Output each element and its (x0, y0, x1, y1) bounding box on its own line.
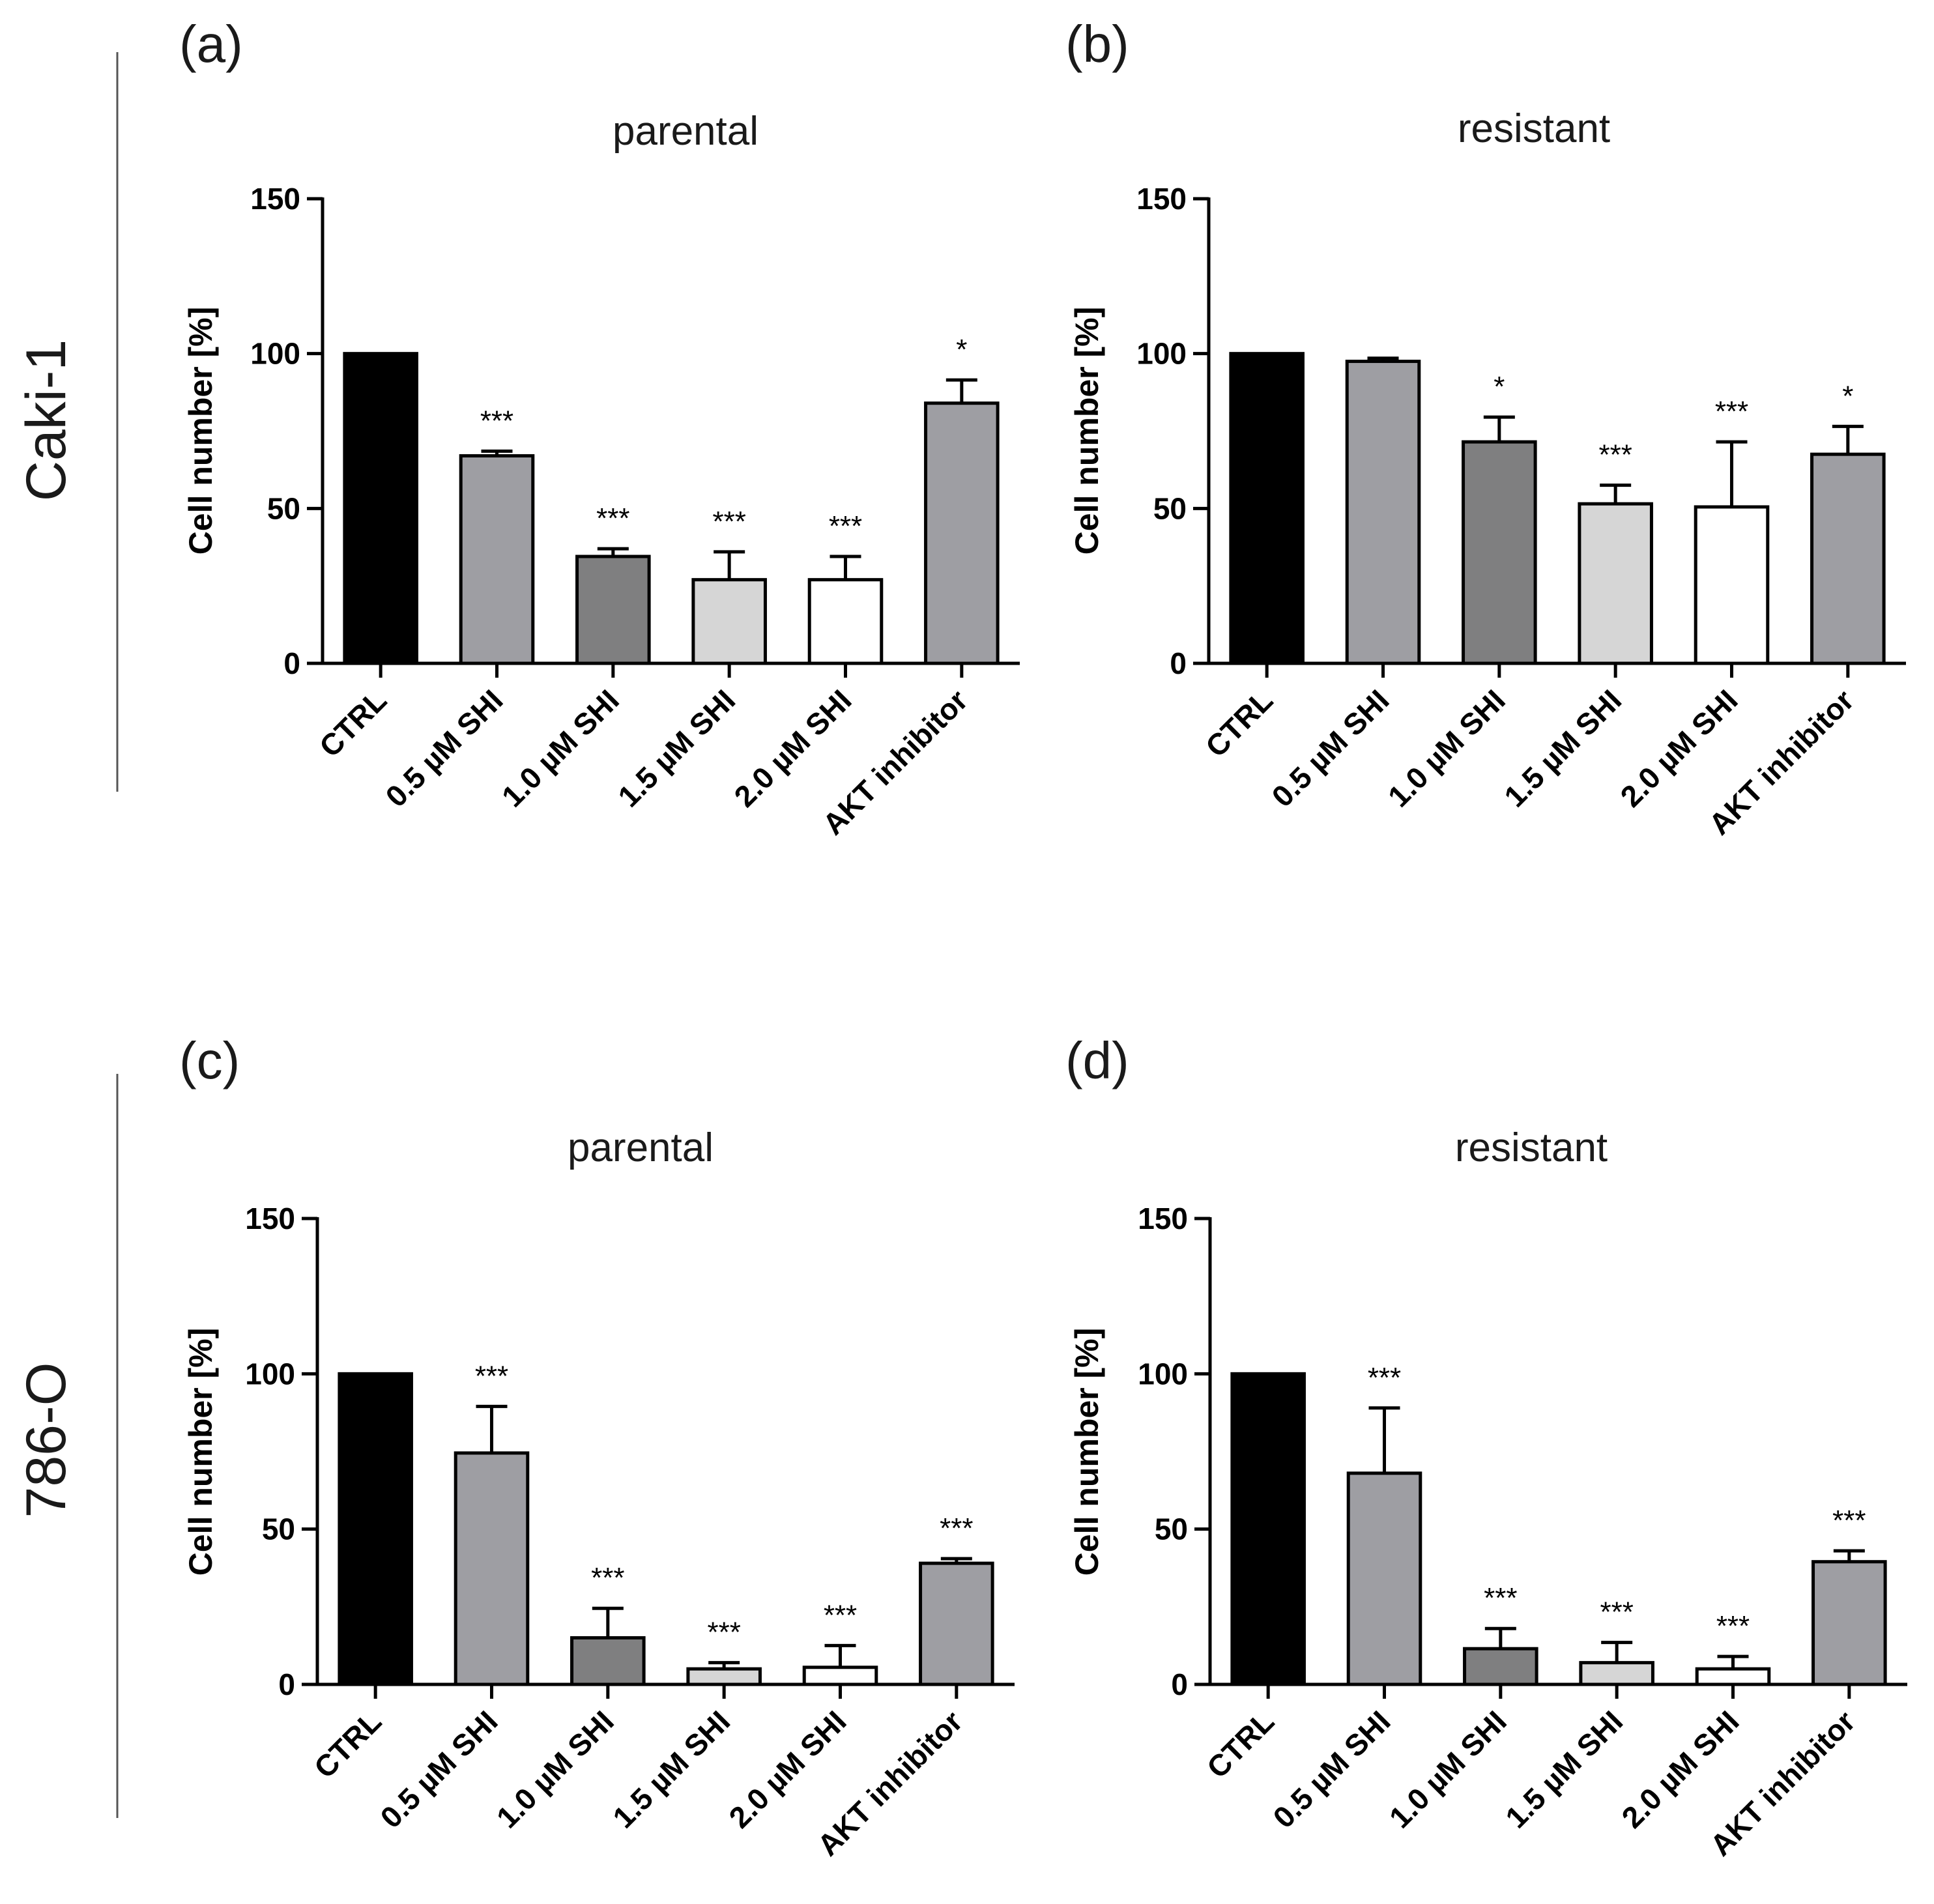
y-axis-label: Cell number [%] (1069, 307, 1105, 555)
bar (1695, 1667, 1771, 1686)
y-tick-label: 150 (250, 182, 300, 216)
bar (1345, 360, 1421, 665)
significance-label: *** (829, 510, 862, 542)
significance-label: *** (480, 405, 513, 437)
significance-label: *** (1368, 1362, 1401, 1394)
x-category-label: 0.5 µM SHI (1265, 683, 1395, 813)
y-tick-label: 100 (1138, 1357, 1188, 1391)
significance-label: *** (1715, 396, 1748, 427)
x-category-label: 1.5 µM SHI (1497, 683, 1628, 813)
y-axis-label: Cell number [%] (1069, 1328, 1105, 1576)
panel-letter: (d) (1065, 1031, 1129, 1089)
y-tick-label: 0 (1171, 1667, 1188, 1701)
x-category-label: 0.5 µM SHI (379, 683, 509, 813)
chart-panel-2: (b) resistant Cell number [%] 0 50 100 150 CTRL… (1065, 15, 1906, 841)
panel-letter: (a) (179, 15, 243, 73)
bar (1694, 505, 1770, 665)
bar (454, 1451, 530, 1686)
y-axis-label: Cell number [%] (182, 307, 219, 555)
significance-label: *** (475, 1360, 508, 1392)
x-category-label: CTRL (1199, 683, 1279, 763)
bar (1346, 1471, 1422, 1686)
chart-title: parental (613, 109, 758, 154)
x-category-label: 1.0 µM SHI (1381, 683, 1512, 813)
bar (1229, 352, 1305, 665)
bar (343, 352, 418, 665)
significance-label: * (956, 334, 967, 366)
panel-letter: (b) (1065, 15, 1129, 73)
chart-title: resistant (1455, 1125, 1608, 1170)
significance-label: *** (712, 506, 745, 538)
y-tick-label: 50 (1153, 491, 1187, 525)
bar (1579, 1661, 1654, 1686)
y-tick-label: 50 (1155, 1512, 1188, 1546)
bar (1230, 1372, 1306, 1686)
panel-letter: (c) (179, 1031, 240, 1089)
x-category-label: CTRL (1200, 1704, 1280, 1784)
x-category-label: 2.0 µM SHI (1613, 683, 1744, 813)
x-category-label: CTRL (308, 1704, 388, 1784)
significance-label: *** (591, 1562, 624, 1594)
significance-label: *** (596, 502, 629, 534)
x-category-label: 1.0 µM SHI (1383, 1704, 1513, 1834)
x-category-label: 1.5 µM SHI (1499, 1704, 1629, 1834)
x-category-label: 0.5 µM SHI (1266, 1704, 1396, 1834)
chart-panel-4: (d) resistant Cell number [%] 0 50 100 150 CTRL… (1065, 1031, 1907, 1862)
bar (1811, 1560, 1887, 1686)
significance-label: *** (1600, 1596, 1633, 1628)
bar (919, 1561, 994, 1686)
y-tick-label: 0 (283, 646, 300, 680)
bar (802, 1666, 878, 1686)
y-tick-label: 100 (250, 337, 300, 371)
significance-label: *** (940, 1512, 973, 1544)
bar (807, 578, 884, 665)
bar (1810, 452, 1886, 665)
x-category-label: 2.0 µM SHI (722, 1704, 852, 1834)
significance-label: * (1494, 371, 1505, 403)
y-tick-label: 100 (1136, 337, 1187, 371)
x-category-label: 1.5 µM SHI (611, 683, 742, 813)
chart-panel-3: (c) parental Cell number [%] 0 50 100 150 CTRL *… (179, 1031, 1015, 1862)
x-category-label: 2.0 µM SHI (1615, 1704, 1745, 1834)
x-category-label: 0.5 µM SHI (373, 1704, 504, 1834)
significance-label: *** (1832, 1505, 1866, 1536)
x-category-label: 1.5 µM SHI (606, 1704, 736, 1834)
chart-title: resistant (1458, 106, 1610, 151)
significance-label: *** (1716, 1610, 1750, 1642)
y-tick-label: 150 (1138, 1202, 1188, 1235)
bar (1462, 440, 1537, 665)
bar (459, 454, 535, 665)
x-category-label: CTRL (313, 683, 393, 763)
x-category-label: 1.0 µM SHI (495, 683, 626, 813)
row-label-786o: 786-O (15, 1362, 78, 1518)
bar (1463, 1647, 1538, 1686)
bar (691, 578, 767, 665)
significance-label: *** (707, 1617, 740, 1649)
row-label-caki1: Caki-1 (15, 339, 78, 502)
x-category-label: 1.0 µM SHI (490, 1704, 620, 1834)
y-tick-label: 0 (278, 1667, 295, 1701)
y-tick-label: 0 (1170, 646, 1187, 680)
bar (575, 555, 651, 665)
chart-title: parental (568, 1125, 714, 1170)
significance-label: *** (1598, 439, 1632, 471)
bar (686, 1667, 762, 1686)
y-tick-label: 150 (245, 1202, 295, 1235)
significance-label: * (1842, 380, 1853, 412)
bar (570, 1636, 646, 1686)
x-category-label: 2.0 µM SHI (727, 683, 858, 813)
chart-panel-1: (a) parental Cell number [%] 0 50 100 150 CTRL *… (179, 15, 1020, 841)
panels: (a) parental Cell number [%] 0 50 100 150 CTRL *… (179, 15, 1907, 1862)
y-tick-label: 100 (245, 1357, 295, 1391)
y-tick-label: 50 (267, 491, 300, 525)
bar (924, 401, 1000, 665)
y-axis-label: Cell number [%] (182, 1328, 219, 1576)
y-tick-label: 150 (1136, 182, 1187, 216)
significance-label: *** (824, 1599, 857, 1631)
bar (1578, 502, 1653, 665)
bar (338, 1372, 413, 1686)
significance-label: *** (1484, 1582, 1517, 1614)
y-tick-label: 50 (262, 1512, 295, 1546)
